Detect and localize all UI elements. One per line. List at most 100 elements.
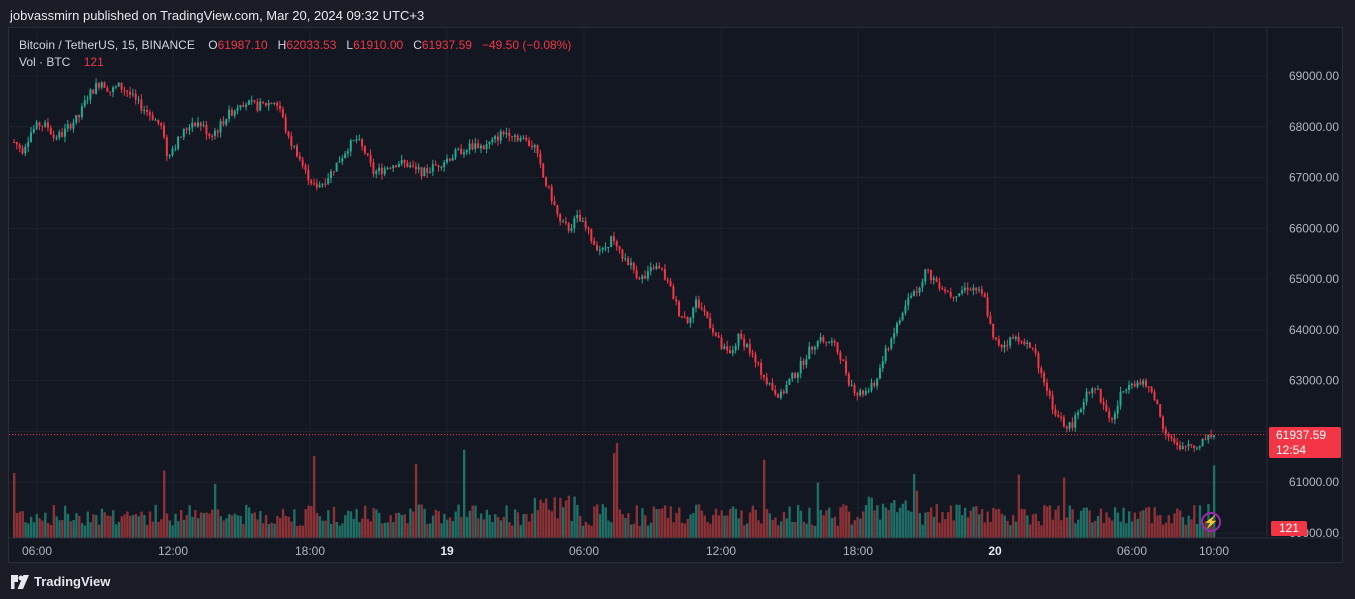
candle-body [590, 229, 593, 242]
candle-body [310, 180, 313, 184]
volume-bar [813, 525, 817, 538]
candle-body [564, 221, 567, 224]
candle-body [983, 293, 986, 298]
candle-body [794, 372, 797, 378]
volume-bar [58, 520, 61, 538]
volume-bar [712, 515, 715, 538]
candle-body [944, 289, 947, 292]
volume-bar [850, 524, 854, 538]
candle-body [477, 143, 480, 149]
volume-bar [315, 513, 319, 538]
volume-bar [706, 521, 709, 538]
volume-bar [683, 523, 687, 538]
volume-bar [1099, 508, 1103, 538]
volume-bar [859, 518, 862, 538]
volume-bar [890, 503, 893, 538]
candle-body [1074, 415, 1077, 428]
volume-bar [1006, 520, 1009, 538]
volume-bar [757, 520, 760, 538]
footer-brand[interactable]: TradingView [10, 574, 110, 589]
candle-body [1037, 353, 1040, 369]
candle-body [488, 141, 491, 145]
volume-bar [194, 510, 197, 538]
candle-body [1161, 416, 1164, 429]
volume-bar [494, 514, 497, 538]
candle-body [652, 267, 655, 269]
volume-bar [516, 512, 520, 538]
chart-panel[interactable]: 69000.00 68000.00 67000.00 66000.00 65000.00… [8, 27, 1343, 563]
volume-bar [658, 508, 661, 538]
volume-bar [46, 523, 50, 538]
candle-body [765, 377, 768, 385]
candle-body [1125, 389, 1128, 392]
candle-body [666, 279, 669, 281]
candle-body [100, 82, 103, 88]
volume-bar [454, 511, 457, 538]
volume-bar [720, 510, 723, 538]
volume-bar [547, 509, 551, 538]
volume-bar [160, 519, 163, 538]
candle-body [1068, 422, 1071, 429]
volume-bar [63, 505, 67, 538]
change-value: −49.50 (−0.08%) [481, 38, 572, 52]
candle-body [276, 102, 279, 106]
candle-body [612, 236, 615, 242]
candle-body [182, 128, 185, 138]
candle-body [805, 359, 808, 365]
volume-bar [570, 520, 573, 538]
candle-body [281, 108, 284, 117]
volume-bar [165, 513, 169, 538]
lightning-icon[interactable]: ⚡ [1201, 512, 1221, 532]
candle-body [287, 131, 290, 137]
volume-bar [279, 518, 282, 538]
volume-bar [830, 518, 834, 538]
candle-body [1195, 447, 1198, 449]
volume-bar [873, 510, 876, 538]
candle-body [1085, 391, 1088, 403]
candle-body [774, 389, 777, 394]
candle-body [1159, 404, 1162, 417]
candle-body [462, 152, 465, 155]
candle-body [471, 143, 474, 150]
volume-bar [1156, 515, 1159, 538]
last-price-value: 61937.59 [1276, 428, 1327, 442]
volume-bar [1111, 520, 1114, 538]
volume-bar [414, 464, 418, 538]
volume-bar [366, 519, 370, 538]
candle-body [1207, 434, 1210, 440]
candle-body [344, 153, 347, 159]
candle-body [451, 157, 454, 161]
volume-bar [182, 519, 186, 538]
time-axis-label: 12:00 [706, 544, 736, 558]
volume-bar [737, 518, 740, 538]
volume-bar [471, 505, 474, 538]
candle-body [1034, 348, 1037, 354]
volume-bar [1091, 522, 1094, 538]
volume-bar [912, 473, 916, 538]
volume-label[interactable]: Vol · BTC [19, 55, 71, 69]
volume-bar [131, 515, 135, 538]
candle-body [1071, 422, 1074, 428]
volume-bar [522, 514, 525, 538]
candle-body [146, 109, 149, 113]
candle-body [349, 140, 352, 152]
symbol-label[interactable]: Bitcoin / TetherUS, 15, BINANCE [19, 38, 195, 52]
volume-bar [1043, 505, 1046, 538]
candle-body [465, 150, 468, 153]
candle-body [802, 360, 805, 365]
candle-body [123, 89, 126, 91]
volume-bar [1082, 507, 1086, 538]
volume-bar [949, 505, 953, 538]
candle-body [46, 122, 49, 128]
candle-body [205, 124, 208, 135]
candle-body [958, 293, 961, 297]
volume-bar [672, 522, 675, 538]
candle-body [893, 333, 896, 339]
volume-bar [312, 455, 316, 538]
volume-bar [137, 516, 140, 538]
volume-bar [18, 511, 22, 538]
candle-body [1020, 341, 1023, 343]
volume-bar [1065, 517, 1069, 538]
candlestick-chart[interactable]: 69000.00 68000.00 67000.00 66000.00 65000.00… [9, 28, 1343, 563]
volume-bar [29, 516, 33, 538]
